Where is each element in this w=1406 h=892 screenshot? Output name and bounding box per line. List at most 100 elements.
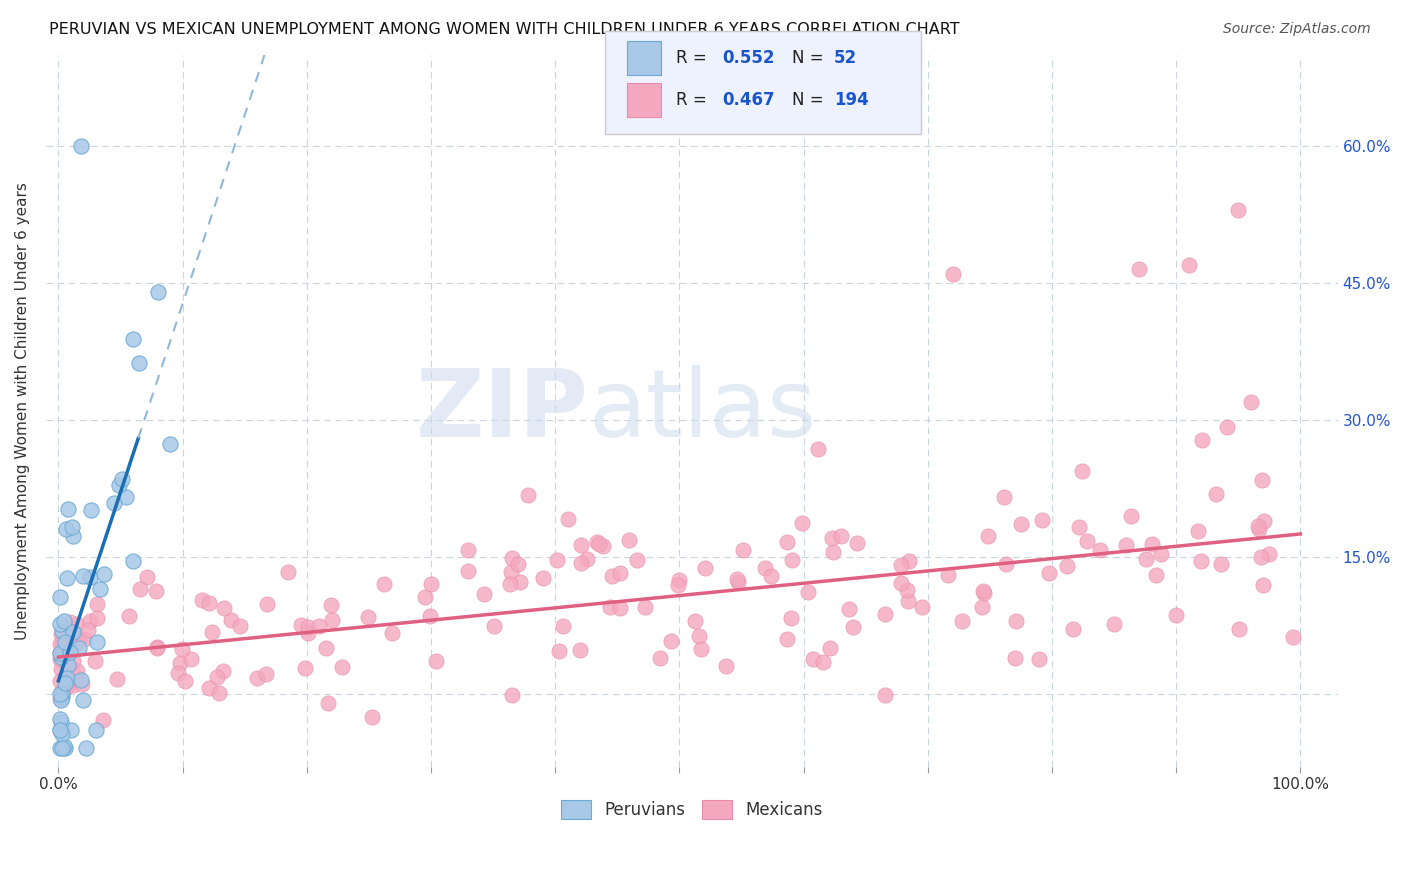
Point bbox=[208, 686, 231, 700]
Point bbox=[229, 618, 252, 632]
Point bbox=[315, 641, 337, 656]
Point bbox=[1128, 262, 1150, 277]
Point bbox=[875, 607, 897, 621]
Point bbox=[51, 624, 73, 639]
Point bbox=[821, 531, 844, 545]
Point bbox=[66, 616, 89, 631]
Point bbox=[69, 673, 91, 687]
Text: PERUVIAN VS MEXICAN UNEMPLOYMENT AMONG WOMEN WITH CHILDREN UNDER 6 YEARS CORRELA: PERUVIAN VS MEXICAN UNEMPLOYMENT AMONG W… bbox=[49, 22, 960, 37]
Point bbox=[666, 578, 689, 592]
Point bbox=[1121, 509, 1143, 524]
Point bbox=[890, 558, 912, 573]
Point bbox=[49, 652, 72, 666]
Point bbox=[501, 688, 523, 702]
Point bbox=[897, 554, 920, 568]
Point bbox=[86, 597, 108, 611]
Point bbox=[91, 713, 114, 727]
Point bbox=[59, 723, 82, 737]
Point bbox=[754, 561, 776, 575]
Point bbox=[1253, 514, 1275, 528]
Point bbox=[1211, 557, 1233, 571]
Point bbox=[51, 636, 73, 650]
Point bbox=[103, 496, 125, 510]
Point bbox=[170, 641, 193, 656]
Point bbox=[59, 645, 82, 659]
Point bbox=[146, 285, 169, 300]
Point bbox=[72, 569, 94, 583]
Point bbox=[506, 557, 529, 571]
Point bbox=[77, 624, 100, 638]
Point bbox=[498, 577, 520, 591]
Point bbox=[49, 647, 72, 661]
Point bbox=[128, 355, 150, 369]
Point bbox=[970, 600, 993, 615]
Text: R =: R = bbox=[676, 49, 713, 67]
Point bbox=[973, 586, 995, 600]
Point bbox=[1004, 651, 1026, 665]
Point bbox=[1150, 547, 1173, 561]
Point bbox=[1177, 258, 1199, 272]
Point bbox=[1247, 522, 1270, 536]
Point bbox=[84, 723, 107, 737]
Point bbox=[60, 520, 83, 534]
Point bbox=[62, 629, 84, 643]
Point bbox=[49, 723, 72, 737]
Point bbox=[1257, 547, 1279, 561]
Point bbox=[330, 660, 353, 674]
Point bbox=[277, 566, 299, 580]
Point bbox=[509, 574, 531, 589]
Point bbox=[53, 644, 76, 658]
Point bbox=[775, 535, 797, 549]
Point bbox=[950, 614, 973, 628]
Point bbox=[75, 741, 97, 756]
Point bbox=[546, 552, 568, 566]
Point bbox=[457, 543, 479, 558]
Point bbox=[129, 582, 152, 596]
Text: N =: N = bbox=[792, 91, 823, 109]
Point bbox=[1115, 538, 1137, 552]
Point bbox=[1031, 512, 1053, 526]
Point bbox=[548, 644, 571, 658]
Point bbox=[111, 472, 134, 486]
Point bbox=[53, 741, 76, 756]
Point bbox=[890, 575, 912, 590]
Point bbox=[557, 512, 579, 526]
Text: N =: N = bbox=[792, 49, 823, 67]
Point bbox=[484, 619, 506, 633]
Point bbox=[516, 488, 538, 502]
Point bbox=[56, 672, 79, 686]
Point bbox=[1038, 566, 1060, 580]
Point bbox=[49, 686, 72, 700]
Point bbox=[51, 715, 73, 730]
Point bbox=[1062, 623, 1084, 637]
Point bbox=[51, 690, 73, 704]
Point bbox=[318, 696, 340, 710]
Text: 52: 52 bbox=[834, 49, 856, 67]
Point bbox=[69, 139, 91, 153]
Point bbox=[419, 577, 441, 591]
Point bbox=[49, 692, 72, 706]
Point bbox=[79, 615, 101, 629]
Point bbox=[118, 608, 141, 623]
Point bbox=[780, 611, 803, 625]
Point bbox=[501, 551, 523, 566]
Point bbox=[180, 651, 202, 665]
Point bbox=[659, 634, 682, 648]
Point bbox=[361, 709, 384, 723]
Point bbox=[1227, 203, 1250, 218]
Point bbox=[896, 583, 918, 598]
Point bbox=[936, 568, 959, 582]
Text: ZIP: ZIP bbox=[416, 365, 589, 457]
Point bbox=[67, 632, 90, 647]
Point bbox=[457, 564, 479, 578]
Point bbox=[51, 687, 73, 701]
Point bbox=[780, 553, 803, 567]
Point bbox=[65, 636, 87, 650]
Point bbox=[56, 677, 79, 691]
Point bbox=[599, 600, 621, 615]
Point bbox=[690, 641, 713, 656]
Point bbox=[52, 683, 75, 698]
Point bbox=[83, 654, 105, 668]
Point bbox=[1076, 533, 1098, 548]
Point bbox=[1251, 474, 1274, 488]
